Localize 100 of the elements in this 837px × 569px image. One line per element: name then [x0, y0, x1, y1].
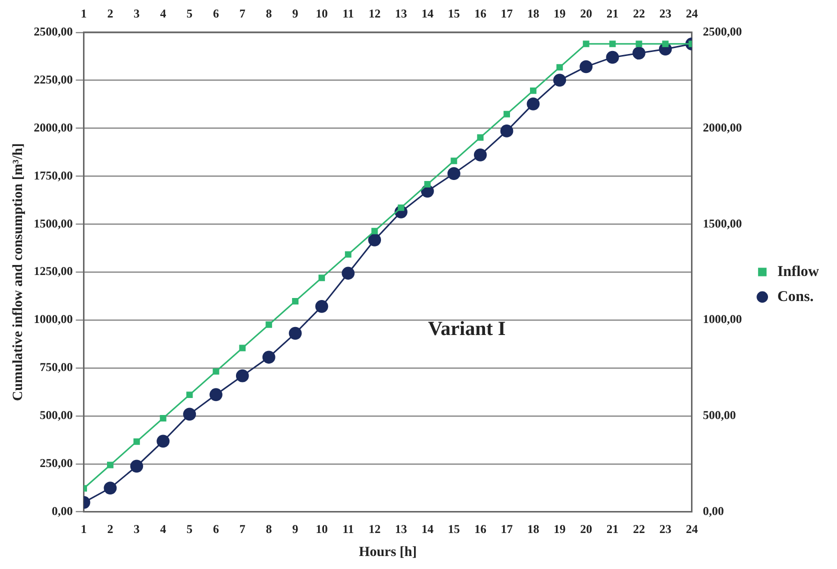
- x2-tick-label: 22: [632, 6, 645, 20]
- x2-tick-label: 3: [134, 6, 140, 20]
- x-tick-label: 1: [80, 522, 87, 536]
- x2-tick-label: 19: [554, 6, 566, 20]
- x2-tick-label: 13: [395, 6, 408, 20]
- x-axis-title: Hours [h]: [358, 545, 417, 560]
- point: [212, 368, 220, 375]
- point: [266, 321, 272, 328]
- x2-tick-label: 9: [292, 6, 298, 20]
- point: [580, 60, 593, 74]
- point: [318, 274, 325, 282]
- y-tick-label: 1500,00: [34, 216, 73, 230]
- point: [474, 148, 487, 162]
- y2-tick-label: 1500,00: [702, 216, 742, 230]
- x-tick-label: 11: [342, 522, 354, 536]
- x2-tick-label: 24: [686, 6, 698, 20]
- point: [160, 414, 166, 422]
- point: [553, 74, 566, 87]
- x2-tick-label: 15: [448, 6, 460, 20]
- y-axis-title: Cumulative inflow and consumption [m³/h]: [11, 143, 26, 401]
- x-tick-label: 4: [160, 522, 166, 536]
- x-tick-label: 12: [368, 522, 381, 536]
- x-tick-label: 2: [107, 522, 114, 536]
- point: [133, 438, 140, 445]
- y2-tick-label: 2500,00: [702, 24, 742, 38]
- x-tick-label: 22: [632, 522, 645, 536]
- point: [447, 167, 460, 180]
- x-tick-label: 13: [395, 522, 408, 536]
- y-tick-label: 500,00: [40, 408, 73, 422]
- x2-tick-label: 7: [239, 6, 246, 20]
- x2-tick-label: 8: [266, 6, 272, 20]
- point: [450, 158, 458, 164]
- point: [477, 134, 484, 141]
- y-tick-label: 750,00: [40, 360, 73, 374]
- point: [606, 50, 619, 64]
- y-tick-label: 2500,00: [34, 24, 73, 38]
- y-tick-label: 2250,00: [34, 72, 73, 86]
- point: [556, 64, 563, 71]
- y2-tick-label: 1000,00: [702, 312, 742, 326]
- x-tick-label: 7: [239, 522, 246, 536]
- point: [315, 300, 328, 313]
- x-tick-label: 6: [212, 522, 219, 536]
- x2-tick-label: 20: [580, 6, 592, 20]
- y-tick-label: 1750,00: [34, 168, 73, 182]
- annotation: Variant I: [428, 318, 506, 340]
- point: [530, 87, 536, 94]
- point: [424, 181, 431, 188]
- point: [236, 369, 249, 382]
- x-tick-label: 10: [316, 522, 328, 536]
- point: [156, 434, 170, 448]
- point: [371, 228, 378, 234]
- point: [632, 46, 646, 60]
- legend-label: Cons.: [777, 288, 814, 305]
- x2-tick-label: 18: [527, 6, 540, 20]
- x2-tick-label: 11: [342, 6, 354, 20]
- x-tick-label: 21: [606, 522, 619, 536]
- point: [342, 266, 355, 280]
- x-tick-label: 19: [554, 522, 566, 536]
- y2-tick-label: 0,00: [702, 504, 724, 518]
- x2-tick-label: 17: [500, 6, 513, 20]
- x2-tick-label: 16: [474, 6, 486, 20]
- x-tick-label: 16: [474, 522, 486, 536]
- point: [500, 124, 514, 138]
- y-tick-label: 0,00: [52, 504, 73, 518]
- x2-tick-label: 4: [160, 6, 166, 20]
- point: [504, 110, 510, 118]
- x-tick-label: 23: [659, 522, 672, 536]
- x-tick-label: 5: [186, 522, 193, 536]
- point: [130, 460, 144, 473]
- x-tick-label: 20: [580, 522, 592, 536]
- x2-tick-label: 5: [186, 6, 193, 20]
- x2-tick-label: 14: [421, 6, 434, 20]
- point: [239, 344, 246, 352]
- point: [292, 298, 299, 304]
- point: [107, 462, 114, 468]
- point: [368, 233, 382, 246]
- point: [288, 326, 302, 340]
- y-tick-label: 2000,00: [34, 120, 73, 134]
- x-tick-label: 18: [527, 522, 540, 536]
- point: [104, 482, 117, 494]
- x-tick-label: 14: [421, 522, 434, 536]
- x-tick-label: 17: [500, 522, 513, 536]
- x2-tick-label: 1: [80, 6, 87, 20]
- x2-tick-label: 23: [659, 6, 672, 20]
- x-tick-label: 24: [686, 522, 698, 536]
- x-tick-label: 9: [292, 522, 298, 536]
- x2-tick-label: 2: [107, 6, 114, 20]
- legend-label: Inflow: [777, 264, 820, 280]
- y-tick-label: 250,00: [40, 456, 73, 470]
- x2-tick-label: 10: [316, 6, 328, 20]
- y-tick-label: 1000,00: [34, 312, 73, 326]
- point: [636, 40, 642, 48]
- point: [186, 392, 193, 398]
- x2-tick-label: 6: [212, 6, 219, 20]
- x2-tick-label: 21: [606, 6, 619, 20]
- point: [344, 251, 352, 258]
- x2-tick-label: 12: [368, 6, 381, 20]
- x-tick-label: 8: [266, 522, 272, 536]
- point: [582, 40, 590, 48]
- y2-tick-label: 500,00: [702, 408, 736, 422]
